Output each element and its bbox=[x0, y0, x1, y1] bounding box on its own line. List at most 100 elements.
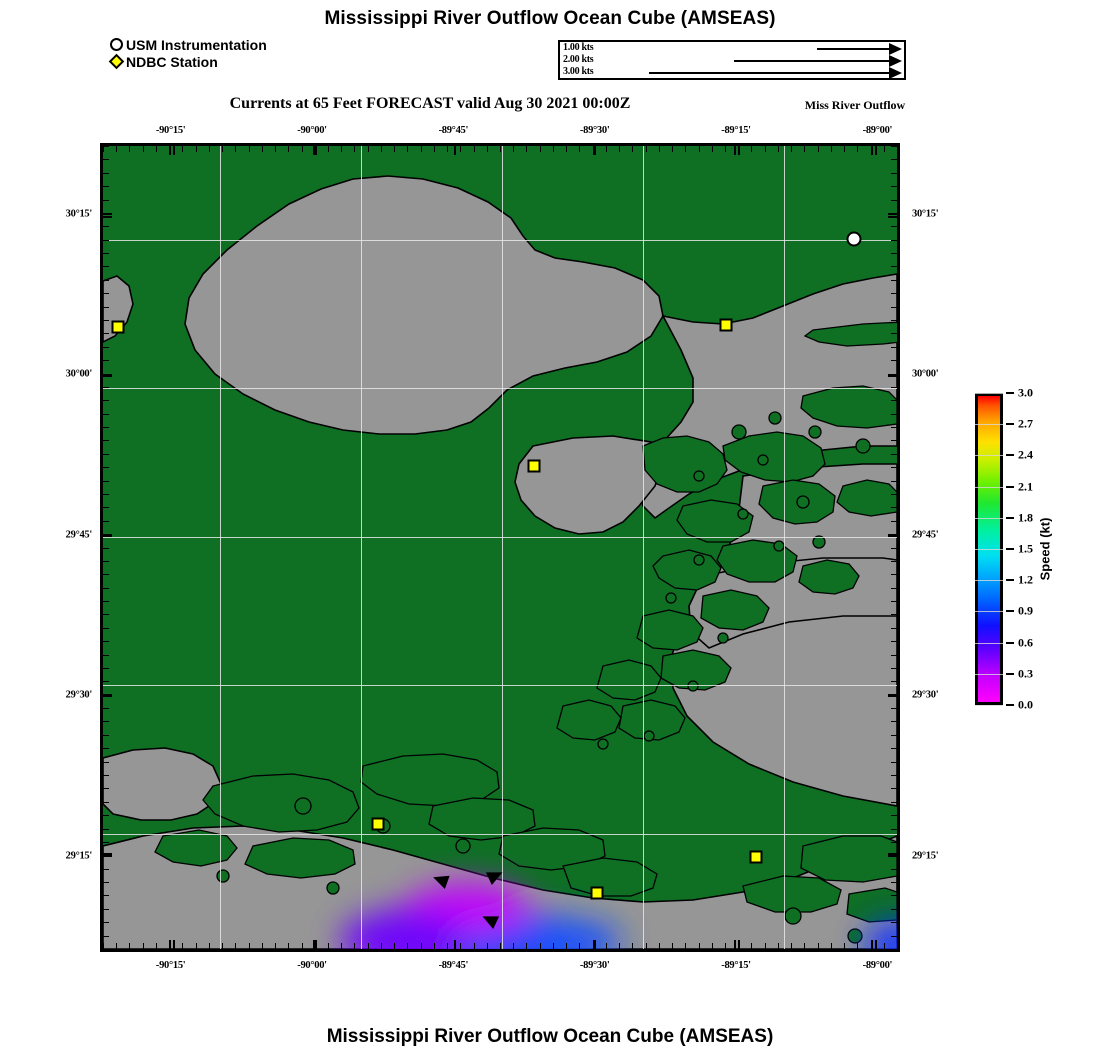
x-axis-tick-label: -89°45' bbox=[438, 125, 469, 136]
colorbar-gridline bbox=[975, 486, 1003, 488]
vector-arrow-head-icon bbox=[889, 43, 902, 55]
colorbar-gridline bbox=[975, 549, 1003, 550]
y-axis-tick-label: 29°30' bbox=[912, 689, 939, 701]
region-label: Miss River Outflow bbox=[804, 98, 906, 112]
graticule-line-horizontal bbox=[103, 240, 897, 241]
ndbc-station-marker[interactable] bbox=[590, 886, 604, 900]
footer-title: Mississippi River Outflow Ocean Cube (AM… bbox=[326, 1026, 774, 1047]
x-axis-tick-label: -90°00' bbox=[297, 960, 327, 971]
circle-marker-icon bbox=[110, 38, 123, 51]
x-axis-tick-label: -89°30' bbox=[579, 960, 610, 971]
vector-arrow-shaft bbox=[734, 60, 889, 62]
y-axis-tick-label: 30°00' bbox=[912, 368, 939, 380]
x-axis-tick-label: -89°45' bbox=[438, 960, 469, 971]
legend-item-ndbc: NDBC Station bbox=[108, 53, 267, 70]
colorbar-tick-label: 2.4 bbox=[1018, 447, 1033, 462]
colorbar-tick-label: 1.5 bbox=[1018, 541, 1033, 556]
colorbar-tick-label: 0.6 bbox=[1018, 635, 1033, 650]
colorbar-tick-label: 0.0 bbox=[1018, 697, 1033, 712]
colorbar-title: Speed (kt) bbox=[1037, 517, 1053, 581]
vector-arrow-shaft bbox=[649, 72, 889, 74]
colorbar-tick bbox=[1006, 392, 1014, 394]
colorbar-tick-label: 0.9 bbox=[1018, 603, 1033, 618]
graticule-line-vertical bbox=[220, 146, 221, 949]
x-axis-tick-label: -90°00' bbox=[297, 125, 327, 136]
colorbar-gridline bbox=[975, 517, 1003, 519]
ndbc-station-marker[interactable] bbox=[527, 459, 541, 473]
colorbar-tick bbox=[1006, 485, 1014, 488]
colorbar-tick bbox=[1006, 579, 1014, 582]
x-axis-tick-label: -89°15' bbox=[721, 125, 751, 136]
graticule-line-horizontal bbox=[103, 685, 897, 686]
colorbar-gridline bbox=[975, 455, 1003, 457]
marker-legend: USM Instrumentation NDBC Station bbox=[108, 36, 267, 70]
colorbar-tick bbox=[1006, 454, 1014, 457]
usm-instrumentation-marker[interactable] bbox=[846, 231, 862, 247]
coastline-map bbox=[103, 146, 897, 949]
colorbar-tick bbox=[1006, 641, 1014, 644]
colorbar-tick bbox=[1006, 516, 1014, 519]
graticule-line-horizontal bbox=[103, 388, 897, 389]
x-axis-tick-label: -90°15' bbox=[155, 125, 186, 136]
y-axis-tick-label: 29°15' bbox=[912, 850, 939, 862]
y-axis-tick-label: 30°15' bbox=[65, 208, 93, 220]
legend-label-ndbc: NDBC Station bbox=[126, 53, 218, 70]
chart-subtitle: Currents at 65 Feet FORECAST valid Aug 3… bbox=[229, 95, 631, 112]
colorbar-tick-label: 3.0 bbox=[1018, 385, 1033, 400]
colorbar-gridline bbox=[975, 642, 1003, 644]
graticule-line-vertical bbox=[643, 146, 644, 949]
colorbar-tick bbox=[1006, 610, 1014, 613]
x-axis-tick-label: -89°00' bbox=[862, 960, 893, 971]
colorbar-tick bbox=[1006, 704, 1014, 706]
x-axis-tick-label: -89°00' bbox=[862, 125, 893, 136]
graticule-line-vertical bbox=[361, 146, 362, 949]
colorbar-gridline bbox=[975, 705, 1003, 706]
colorbar-tick-label: 2.1 bbox=[1018, 479, 1033, 494]
y-axis-tick-label: 29°15' bbox=[65, 850, 93, 862]
y-axis-tick-label: 29°30' bbox=[65, 689, 93, 701]
vector-scale-label-1: 1.00 kts bbox=[563, 42, 594, 53]
vector-scale-label-2: 2.00 kts bbox=[563, 54, 594, 65]
legend-label-usm: USM Instrumentation bbox=[126, 36, 267, 53]
vector-scale-row-2: 2.00 kts bbox=[560, 54, 904, 67]
y-axis-tick-label: 30°00' bbox=[65, 368, 93, 380]
diamond-marker-icon bbox=[108, 53, 125, 70]
x-axis-tick-label: -89°15' bbox=[721, 960, 751, 971]
vector-arrow-shaft bbox=[817, 48, 889, 50]
graticule-line-vertical bbox=[502, 146, 503, 949]
x-axis-tick-label: -89°30' bbox=[579, 125, 610, 136]
legend-item-usm: USM Instrumentation bbox=[110, 36, 267, 53]
colorbar-gridline bbox=[975, 580, 1003, 582]
vector-scale-row-1: 1.00 kts bbox=[560, 42, 904, 55]
colorbar-gridline bbox=[975, 424, 1003, 426]
graticule-line-horizontal bbox=[103, 537, 897, 538]
x-axis-tick-label: -90°15' bbox=[155, 960, 186, 971]
vector-scale-label-3: 3.00 kts bbox=[563, 66, 594, 77]
speed-field bbox=[340, 882, 897, 949]
colorbar-gridline bbox=[975, 673, 1003, 675]
page-title: Mississippi River Outflow Ocean Cube (AM… bbox=[324, 8, 776, 29]
graticule-line-horizontal bbox=[103, 834, 897, 835]
ndbc-station-marker[interactable] bbox=[719, 318, 733, 332]
colorbar-tick bbox=[1006, 548, 1014, 550]
y-axis-tick-label: 29°45' bbox=[65, 529, 93, 541]
vector-scale-legend: 1.00 kts 2.00 kts 3.00 kts bbox=[558, 40, 906, 80]
colorbar-tick-label: 1.2 bbox=[1018, 572, 1033, 587]
colorbar-tick bbox=[1006, 672, 1014, 675]
colorbar-tick-label: 1.8 bbox=[1018, 510, 1033, 525]
vector-arrow-head-icon bbox=[889, 55, 902, 67]
y-axis-tick-label: 29°45' bbox=[912, 529, 939, 541]
colorbar-gridline bbox=[975, 393, 1003, 394]
ndbc-station-marker[interactable] bbox=[749, 850, 763, 864]
vector-scale-row-3: 3.00 kts bbox=[560, 66, 904, 79]
ndbc-station-marker[interactable] bbox=[111, 320, 125, 334]
colorbar-tick-label: 0.3 bbox=[1018, 666, 1033, 681]
y-axis-tick-label: 30°15' bbox=[912, 208, 939, 220]
vector-arrow-head-icon bbox=[889, 67, 902, 79]
ndbc-station-marker[interactable] bbox=[371, 817, 385, 831]
colorbar-gridline bbox=[975, 611, 1003, 613]
colorbar-tick bbox=[1006, 423, 1014, 426]
marsh-islands bbox=[154, 321, 897, 944]
map-plot-area[interactable] bbox=[100, 143, 900, 952]
graticule-line-vertical bbox=[784, 146, 785, 949]
